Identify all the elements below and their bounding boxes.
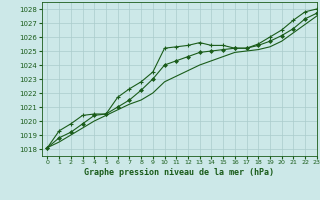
X-axis label: Graphe pression niveau de la mer (hPa): Graphe pression niveau de la mer (hPa) [84, 168, 274, 177]
